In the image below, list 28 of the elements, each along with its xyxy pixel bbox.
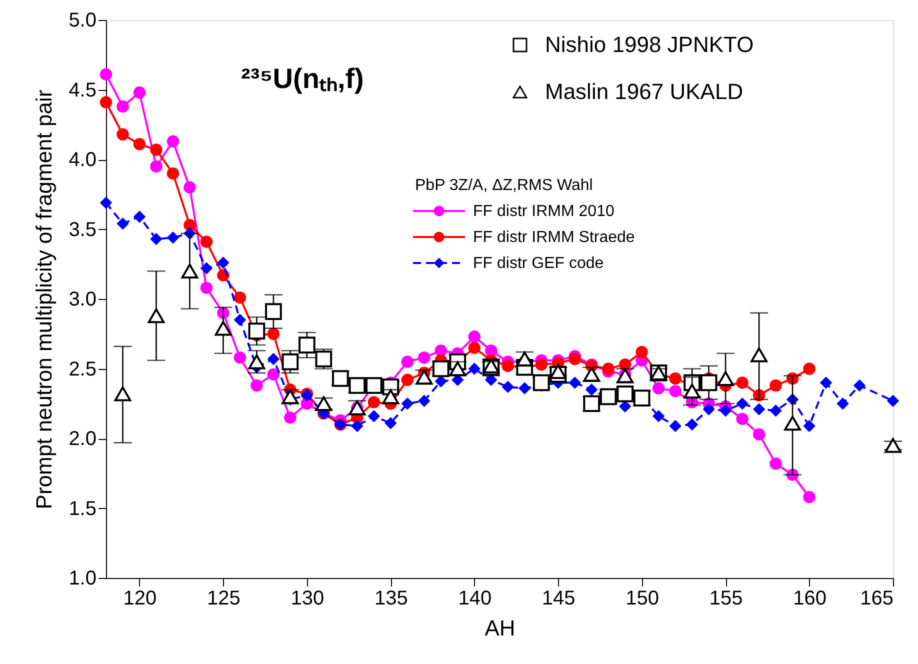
y-tick-label: 4.5	[68, 79, 96, 102]
x-tick-label: 135	[374, 588, 408, 610]
x-axis-title: AH	[484, 616, 516, 640]
y-tick-label: 5.0	[68, 10, 96, 32]
y-tick-label: 4.0	[68, 149, 96, 171]
x-tick-label: 150	[626, 588, 660, 610]
legend-label: FF distr GEF code	[473, 255, 604, 272]
y-tick-label: 1.5	[68, 498, 96, 520]
x-tick-label: 125	[207, 588, 240, 610]
legend-title: PbP 3Z/A, ΔZ,RMS Wahl	[415, 177, 593, 194]
y-tick-label: 2.0	[68, 428, 96, 450]
x-tick-label: 165	[860, 588, 894, 610]
legend-label: Maslin 1967 UKALD	[545, 79, 744, 104]
y-tick-label: 3.0	[68, 288, 96, 310]
x-tick-label: 155	[709, 588, 743, 610]
y-tick-label: 2.5	[68, 358, 96, 380]
y-tick-label: 1.0	[68, 568, 96, 590]
y-tick-label: 3.5	[68, 218, 96, 241]
x-tick-label: 140	[458, 588, 492, 610]
legend-label: FF distr IRMM 2010	[473, 203, 614, 220]
x-tick-label: 160	[793, 588, 826, 610]
x-tick-label: 120	[123, 588, 157, 610]
annotation: ²³⁵U(nₜₕ,f)	[241, 63, 364, 94]
legend-label: FF distr IRMM Straede	[473, 229, 635, 246]
y-axis-title: Prompt neutron multiplicity of fragment pair	[32, 90, 57, 510]
legend-label: Nishio 1998 JPNKTO	[545, 32, 754, 57]
x-tick-label: 145	[542, 588, 576, 610]
x-tick-label: 130	[290, 588, 324, 610]
